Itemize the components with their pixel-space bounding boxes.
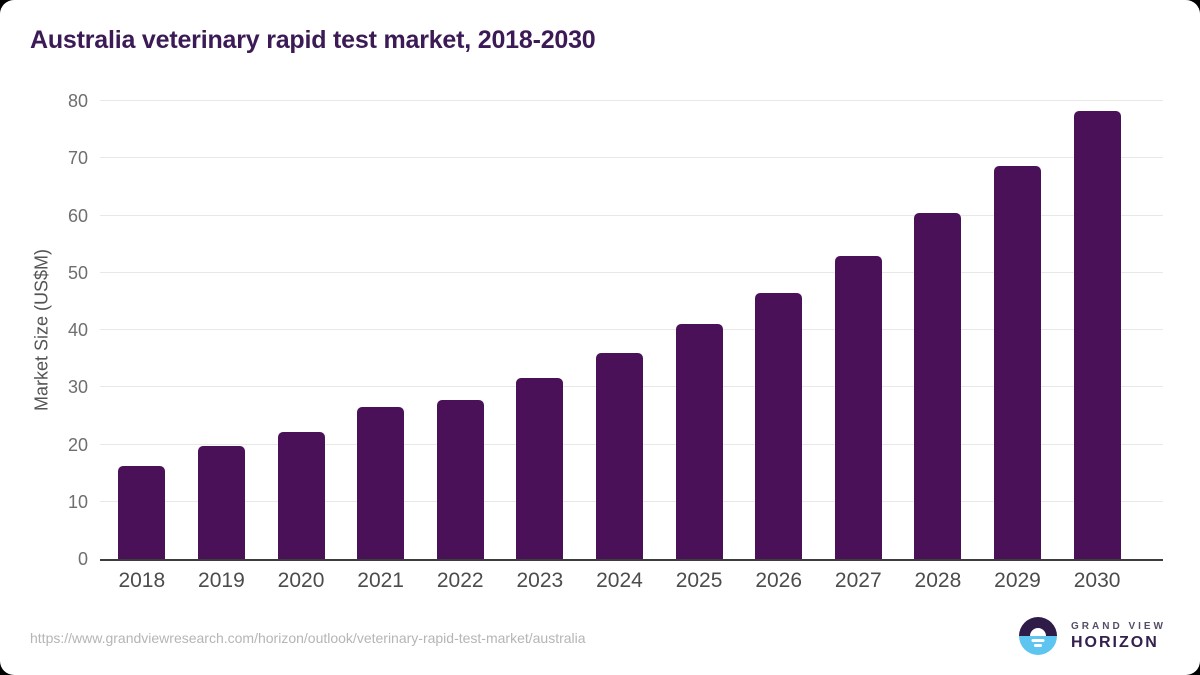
logo-text: GRAND VIEW HORIZON [1071,621,1166,652]
x-tick-label-2023: 2023 [516,569,564,592]
logo-brand-name: GRAND VIEW [1071,620,1166,632]
bars-row: 2018 2019 2020 2021 2022 2023 2024 2025 2026 2027… [100,101,1163,592]
gridline-80 [100,100,1163,101]
bar-slot-2026: 2026 [739,101,819,592]
chart-title: Australia veterinary rapid test market, … [30,26,596,54]
source-url: https://www.grandviewresearch.com/horizo… [30,630,586,646]
bar-slot-2023: 2023 [500,101,580,592]
x-tick-label-2024: 2024 [596,569,643,592]
bar-2024 [595,352,643,559]
bar-slot-2018: 2018 [102,101,182,592]
y-tick-label-60: 60 [67,205,88,226]
bar-2018 [118,465,166,559]
bar-2028 [914,213,962,559]
x-tick-label-2021: 2021 [357,569,404,592]
bar-slot-2029: 2029 [978,101,1058,592]
x-tick-label-2030: 2030 [1073,569,1121,592]
bar-slot-2024: 2024 [580,101,660,592]
x-tick-label-2027: 2027 [834,569,882,592]
bar-2029 [994,166,1041,559]
bar-slot-2025: 2025 [659,101,739,592]
grand-view-horizon-logo: GRAND VIEW HORIZON [1019,617,1166,655]
bar-2023 [516,377,564,559]
x-tick-label-2020: 2020 [277,569,325,592]
plot-area: 0 10 20 30 40 50 60 70 80 2018 2019 2020 2021 2022 20… [68,92,1163,592]
bar-2020 [277,431,325,559]
x-tick-label-2026: 2026 [755,569,803,592]
bar-2027 [834,255,882,559]
y-tick-label-40: 40 [67,320,88,340]
bar-slot-2028: 2028 [898,101,978,592]
gridline-50 [100,271,1163,273]
bar-2022 [436,399,484,559]
x-tick-label-2018: 2018 [118,569,166,592]
x-tick-label-2025: 2025 [675,569,723,592]
y-tick-label-0: 0 [77,549,88,569]
bar-2026 [755,292,803,559]
bar-2019 [197,445,245,559]
y-tick-label-80: 80 [67,91,88,111]
x-tick-label-2029: 2029 [994,569,1041,592]
y-tick-label-50: 50 [67,262,88,283]
y-tick-label-10: 10 [67,491,88,512]
bar-slot-2030: 2030 [1057,101,1137,592]
gridline-70 [100,157,1163,159]
y-axis-title: Market Size (US$M) [31,248,52,412]
logo-product-name: HORIZON [1071,633,1159,651]
x-tick-label-2019: 2019 [198,569,245,592]
x-tick-label-2028: 2028 [914,569,962,592]
bar-slot-2027: 2027 [818,101,898,592]
gridline-40 [100,329,1163,330]
horizon-sun-icon [1019,617,1057,655]
y-tick-label-30: 30 [67,377,88,398]
bar-slot-2019: 2019 [182,101,262,592]
bar-slot-2020: 2020 [261,101,341,592]
y-tick-label-70: 70 [67,148,88,169]
y-tick-label-20: 20 [67,434,88,455]
bar-slot-2022: 2022 [420,101,500,592]
bar-2030 [1073,111,1121,559]
bar-2021 [357,407,405,559]
x-tick-label-2022: 2022 [436,569,484,592]
bar-slot-2021: 2021 [341,101,421,592]
gridline-60 [100,214,1163,216]
bar-2025 [675,324,723,559]
